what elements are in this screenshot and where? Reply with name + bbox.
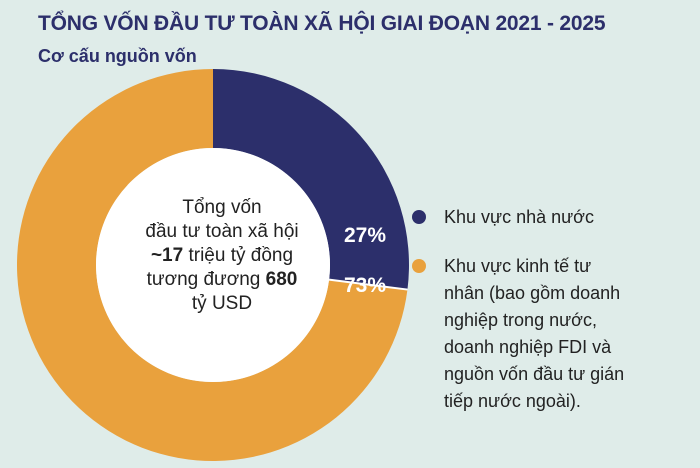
donut-slice-1 xyxy=(213,69,409,290)
legend-item-1: Khu vực nhà nước xyxy=(412,204,692,231)
equivalent-text: tương đương xyxy=(146,269,266,290)
legend-label-line: nhân (bao gồm doanh xyxy=(444,283,621,303)
center-line-5: tỷ USD xyxy=(191,293,253,314)
legend-label-1: Khu vực nhà nước xyxy=(444,204,692,231)
legend-label-line: tiếp nước ngoài). xyxy=(444,391,581,411)
donut-center-text: Tổng vốn đầu tư toàn xã hội ~17 triệu tỷ… xyxy=(122,196,322,316)
slice-divider xyxy=(328,278,408,291)
center-line-4: tương đương 680 xyxy=(122,268,322,292)
legend-label-line: doanh nghiệp FDI và xyxy=(444,337,612,357)
slice-label-1: 27% xyxy=(344,224,386,247)
chart-subtitle: Cơ cấu nguồn vốn xyxy=(38,46,197,66)
legend-swatch-1 xyxy=(412,210,426,224)
total-unit-vnd: triệu tỷ đồng xyxy=(183,245,294,266)
chart-title: TỔNG VỐN ĐẦU TƯ TOÀN XÃ HỘI GIAI ĐOẠN 20… xyxy=(38,12,606,35)
legend-label-line: Khu vực nhà nước xyxy=(444,207,594,227)
legend-item-2: Khu vực kinh tế tư nhân (bao gồm doanh ngh… xyxy=(412,253,692,415)
center-line-1: Tổng vốn xyxy=(182,197,262,218)
legend: Khu vực nhà nước Khu vực kinh tế tư nhân (… xyxy=(412,204,692,437)
donut-slice-2 xyxy=(17,69,408,461)
legend-label-line: Khu vực kinh tế tư xyxy=(444,256,592,276)
center-line-2: đầu tư toàn xã hội xyxy=(145,221,299,242)
legend-label-line: nghiệp trong nước, xyxy=(444,310,597,330)
donut-hole xyxy=(96,148,330,382)
legend-swatch-2 xyxy=(412,259,426,273)
total-value-usd: 680 xyxy=(265,269,298,290)
legend-label-2: Khu vực kinh tế tư nhân (bao gồm doanh ngh… xyxy=(444,253,692,415)
slice-label-2: 73% xyxy=(344,274,386,297)
total-value-vnd: ~17 xyxy=(150,245,184,266)
legend-label-line: nguồn vốn đầu tư gián xyxy=(444,364,625,384)
center-line-3: ~17 triệu tỷ đồng xyxy=(122,244,322,268)
